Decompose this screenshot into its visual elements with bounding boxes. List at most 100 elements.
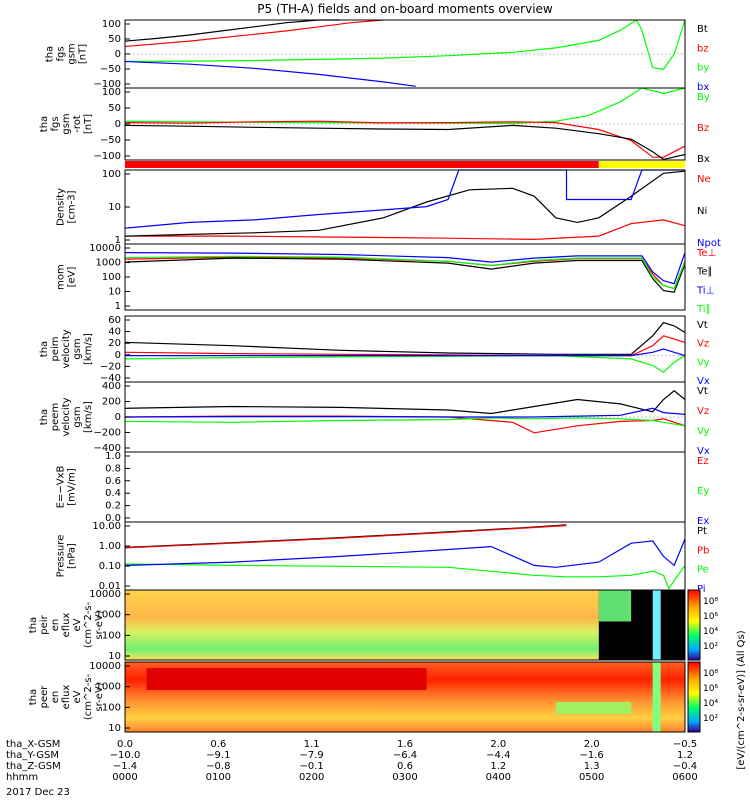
legend-entry: Ey	[697, 486, 709, 497]
x-tick-value: −6.4	[393, 750, 417, 761]
y-axis-label-line: gsm	[72, 338, 83, 359]
legend-entry: Vx	[697, 446, 710, 457]
x-tick-value: −7.9	[300, 750, 324, 761]
series-line-peem-velocity-2	[124, 417, 686, 427]
x-tick-value: −9.1	[206, 750, 230, 761]
y-tick-label: 0.0	[105, 513, 121, 524]
y-axis-label-line: (cm^2-s-	[83, 601, 94, 648]
x-tick-value: −0.4	[673, 761, 697, 772]
colorbar-tick-label: 10⁶	[703, 612, 718, 622]
y-axis-label-line: peim	[50, 336, 61, 361]
y-tick-label: 1.0	[105, 451, 121, 462]
series-line-peim-velocity-3	[125, 348, 686, 357]
y-axis-label: tha peem velocity gsm [km/s]	[39, 397, 94, 436]
series-line-fgs-0	[124, 19, 341, 42]
y-tick-label: 10	[108, 651, 121, 662]
panel-frame	[124, 521, 686, 591]
y-axis-label-line: en	[50, 691, 61, 704]
y-tick-label: 50	[108, 103, 121, 114]
y-tick-label: 100	[102, 169, 121, 180]
x-row-label: tha_Z-GSM	[6, 761, 61, 772]
colorbar-tick-label: 10⁸	[703, 597, 718, 607]
legend-entry: Ez	[697, 456, 709, 467]
y-axis-label-line: E=−VxB	[56, 466, 67, 509]
y-axis-label-line: [nT]	[83, 114, 94, 134]
y-axis-label-line: [nT]	[78, 44, 89, 64]
y-axis-label-line: velocity	[61, 329, 72, 368]
x-tick-value: 2.0	[490, 739, 506, 750]
y-tick-label: 0.8	[105, 463, 121, 474]
y-tick-label: −200	[94, 428, 121, 439]
series-line-mom-2	[124, 252, 686, 285]
y-axis-label-line: -rot	[72, 115, 83, 133]
legend-entry: Vy	[697, 426, 710, 437]
y-axis-label-line: (cm^2-s-	[83, 673, 94, 720]
legend-entry: Bt	[697, 24, 708, 35]
series-line-mom-1	[124, 257, 686, 293]
series-line-fgs-1	[124, 19, 384, 48]
series-line-pressure-1	[124, 524, 567, 549]
legend-entry: Vt	[697, 386, 708, 397]
y-axis-label-line: velocity	[61, 397, 72, 436]
colorbar-tick-label: 10⁸	[703, 669, 718, 679]
series-line-density-1	[124, 170, 686, 237]
y-axis-label: tha peir en eflux eV (cm^2-s-sr-eV)	[28, 601, 105, 648]
y-axis-label-line: [eV]	[67, 267, 78, 288]
x-tick-value: −0.5	[673, 739, 697, 750]
series-line-pressure-0	[124, 524, 567, 548]
spectrogram-sparse-region	[598, 590, 632, 622]
y-axis-label-line: [cm-3]	[67, 190, 78, 223]
colorbar	[687, 661, 701, 733]
legend-entry: Te⊥	[696, 248, 716, 259]
legend-entry: Pt	[697, 526, 707, 537]
colorbar-tick-label: 10²	[703, 714, 718, 724]
y-axis-label-line: gsm	[72, 406, 83, 427]
y-axis-label-line: tha	[39, 341, 50, 357]
y-tick-label: 50	[108, 34, 121, 45]
y-tick-label: −100	[94, 151, 121, 162]
x-tick-value: 2.0	[584, 739, 600, 750]
y-axis-label-line: fgs	[56, 46, 67, 61]
legend-entry: Npot	[697, 238, 721, 249]
y-axis-label-line: sr-eV)	[94, 610, 105, 639]
y-axis-label: Density [cm-3]	[56, 188, 78, 226]
panel-frame	[124, 315, 686, 383]
x-tick-value: −10.0	[110, 750, 141, 761]
y-axis-label-line: mom	[56, 264, 67, 290]
series-line-peim-velocity-0	[124, 321, 686, 355]
legend-entry: Vt	[697, 320, 708, 331]
y-tick-label: 10000	[89, 661, 121, 672]
y-tick-label: 10.00	[92, 521, 121, 532]
panel-frame	[124, 451, 686, 523]
x-tick-value: 0000	[112, 772, 137, 783]
y-axis-label-line: gsm	[61, 113, 72, 134]
y-tick-label: −40	[100, 373, 121, 384]
x-tick-value: 1.1	[304, 739, 320, 750]
spectrogram-peir-en-eflux	[125, 590, 685, 660]
colorbar-label: [eV/(cm^2-s-sr-eV)] (All Qs)	[736, 630, 747, 769]
panel-fgs-rot: tha fgs gsm -rot [nT]	[39, 87, 686, 161]
y-tick-label: 400	[102, 381, 121, 392]
colorbar-tick-label: 10⁴	[703, 627, 718, 637]
y-tick-label: 0.4	[105, 488, 121, 499]
legend-entry: Vy	[697, 357, 710, 368]
x-tick-value: 1.3	[584, 761, 600, 772]
legend-entry: Vx	[697, 376, 710, 387]
x-row-label: tha_X-GSM	[6, 739, 60, 750]
panel-pressure: Pressure [nPa]	[56, 521, 686, 591]
y-tick-label: 1000	[96, 610, 121, 621]
series-line-peem-velocity-0	[124, 390, 686, 415]
y-tick-label: 10	[108, 287, 121, 298]
panel-peir-en-eflux: tha peir en eflux eV (cm^2-s-sr-eV)	[28, 589, 686, 661]
y-tick-label: −50	[100, 64, 121, 75]
x-tick-value: 1.6	[397, 739, 413, 750]
y-tick-label: 10000	[89, 589, 121, 600]
x-row-label: hhmm	[6, 772, 38, 783]
panel-peer-en-eflux: tha peer en eflux eV (cm^2-s-sr-eV)	[28, 661, 686, 733]
y-tick-label: 100	[102, 272, 121, 283]
legend-entry: Pe	[697, 565, 709, 576]
x-tick-value: 0200	[299, 772, 324, 783]
y-axis-label: tha fgs gsm [nT]	[45, 43, 89, 64]
y-tick-label: 0.10	[99, 561, 121, 572]
